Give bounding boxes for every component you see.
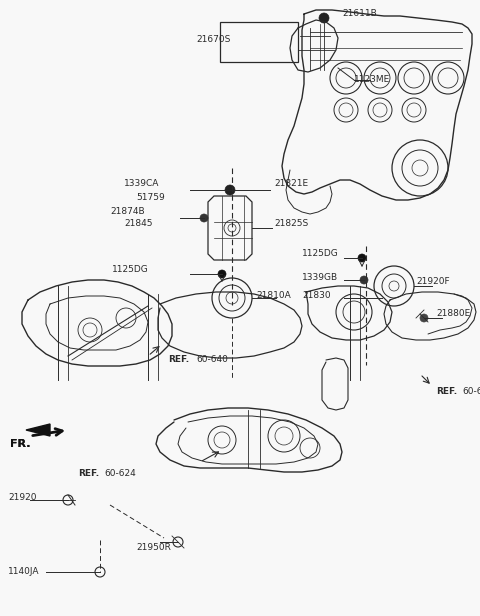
Text: 21880E: 21880E xyxy=(436,309,470,318)
Text: 21950R: 21950R xyxy=(136,543,171,553)
Circle shape xyxy=(218,270,226,278)
Text: 1125DG: 1125DG xyxy=(302,249,339,259)
Text: 60-624: 60-624 xyxy=(104,469,136,479)
Text: 1339GB: 1339GB xyxy=(302,274,338,283)
Text: 21670S: 21670S xyxy=(196,36,230,44)
Circle shape xyxy=(200,214,208,222)
Text: 1339CA: 1339CA xyxy=(124,179,159,188)
Text: 21611B: 21611B xyxy=(342,9,377,18)
Text: 60-640: 60-640 xyxy=(462,387,480,397)
Circle shape xyxy=(360,276,368,284)
Text: REF.: REF. xyxy=(168,355,189,365)
Text: 1123ME: 1123ME xyxy=(354,76,390,84)
Text: 21825S: 21825S xyxy=(274,219,308,229)
Text: 21821E: 21821E xyxy=(274,179,308,188)
Circle shape xyxy=(225,185,235,195)
Polygon shape xyxy=(26,424,50,436)
Text: 1125DG: 1125DG xyxy=(112,265,149,275)
Text: 21845: 21845 xyxy=(124,219,153,229)
Text: 60-640: 60-640 xyxy=(196,355,228,365)
Text: 21874B: 21874B xyxy=(110,208,144,216)
Text: 21830: 21830 xyxy=(302,291,331,301)
Circle shape xyxy=(319,13,329,23)
Circle shape xyxy=(420,314,428,322)
Bar xyxy=(220,22,298,62)
Text: 51759: 51759 xyxy=(136,192,165,201)
Text: REF.: REF. xyxy=(78,469,99,479)
Text: 21810A: 21810A xyxy=(256,291,291,301)
Text: 21920: 21920 xyxy=(8,493,36,503)
Circle shape xyxy=(358,254,366,262)
Text: FR.: FR. xyxy=(10,439,31,449)
Text: 21920F: 21920F xyxy=(416,277,450,286)
Text: REF.: REF. xyxy=(436,387,457,397)
Text: FR.: FR. xyxy=(10,439,31,449)
Text: 1140JA: 1140JA xyxy=(8,567,39,577)
